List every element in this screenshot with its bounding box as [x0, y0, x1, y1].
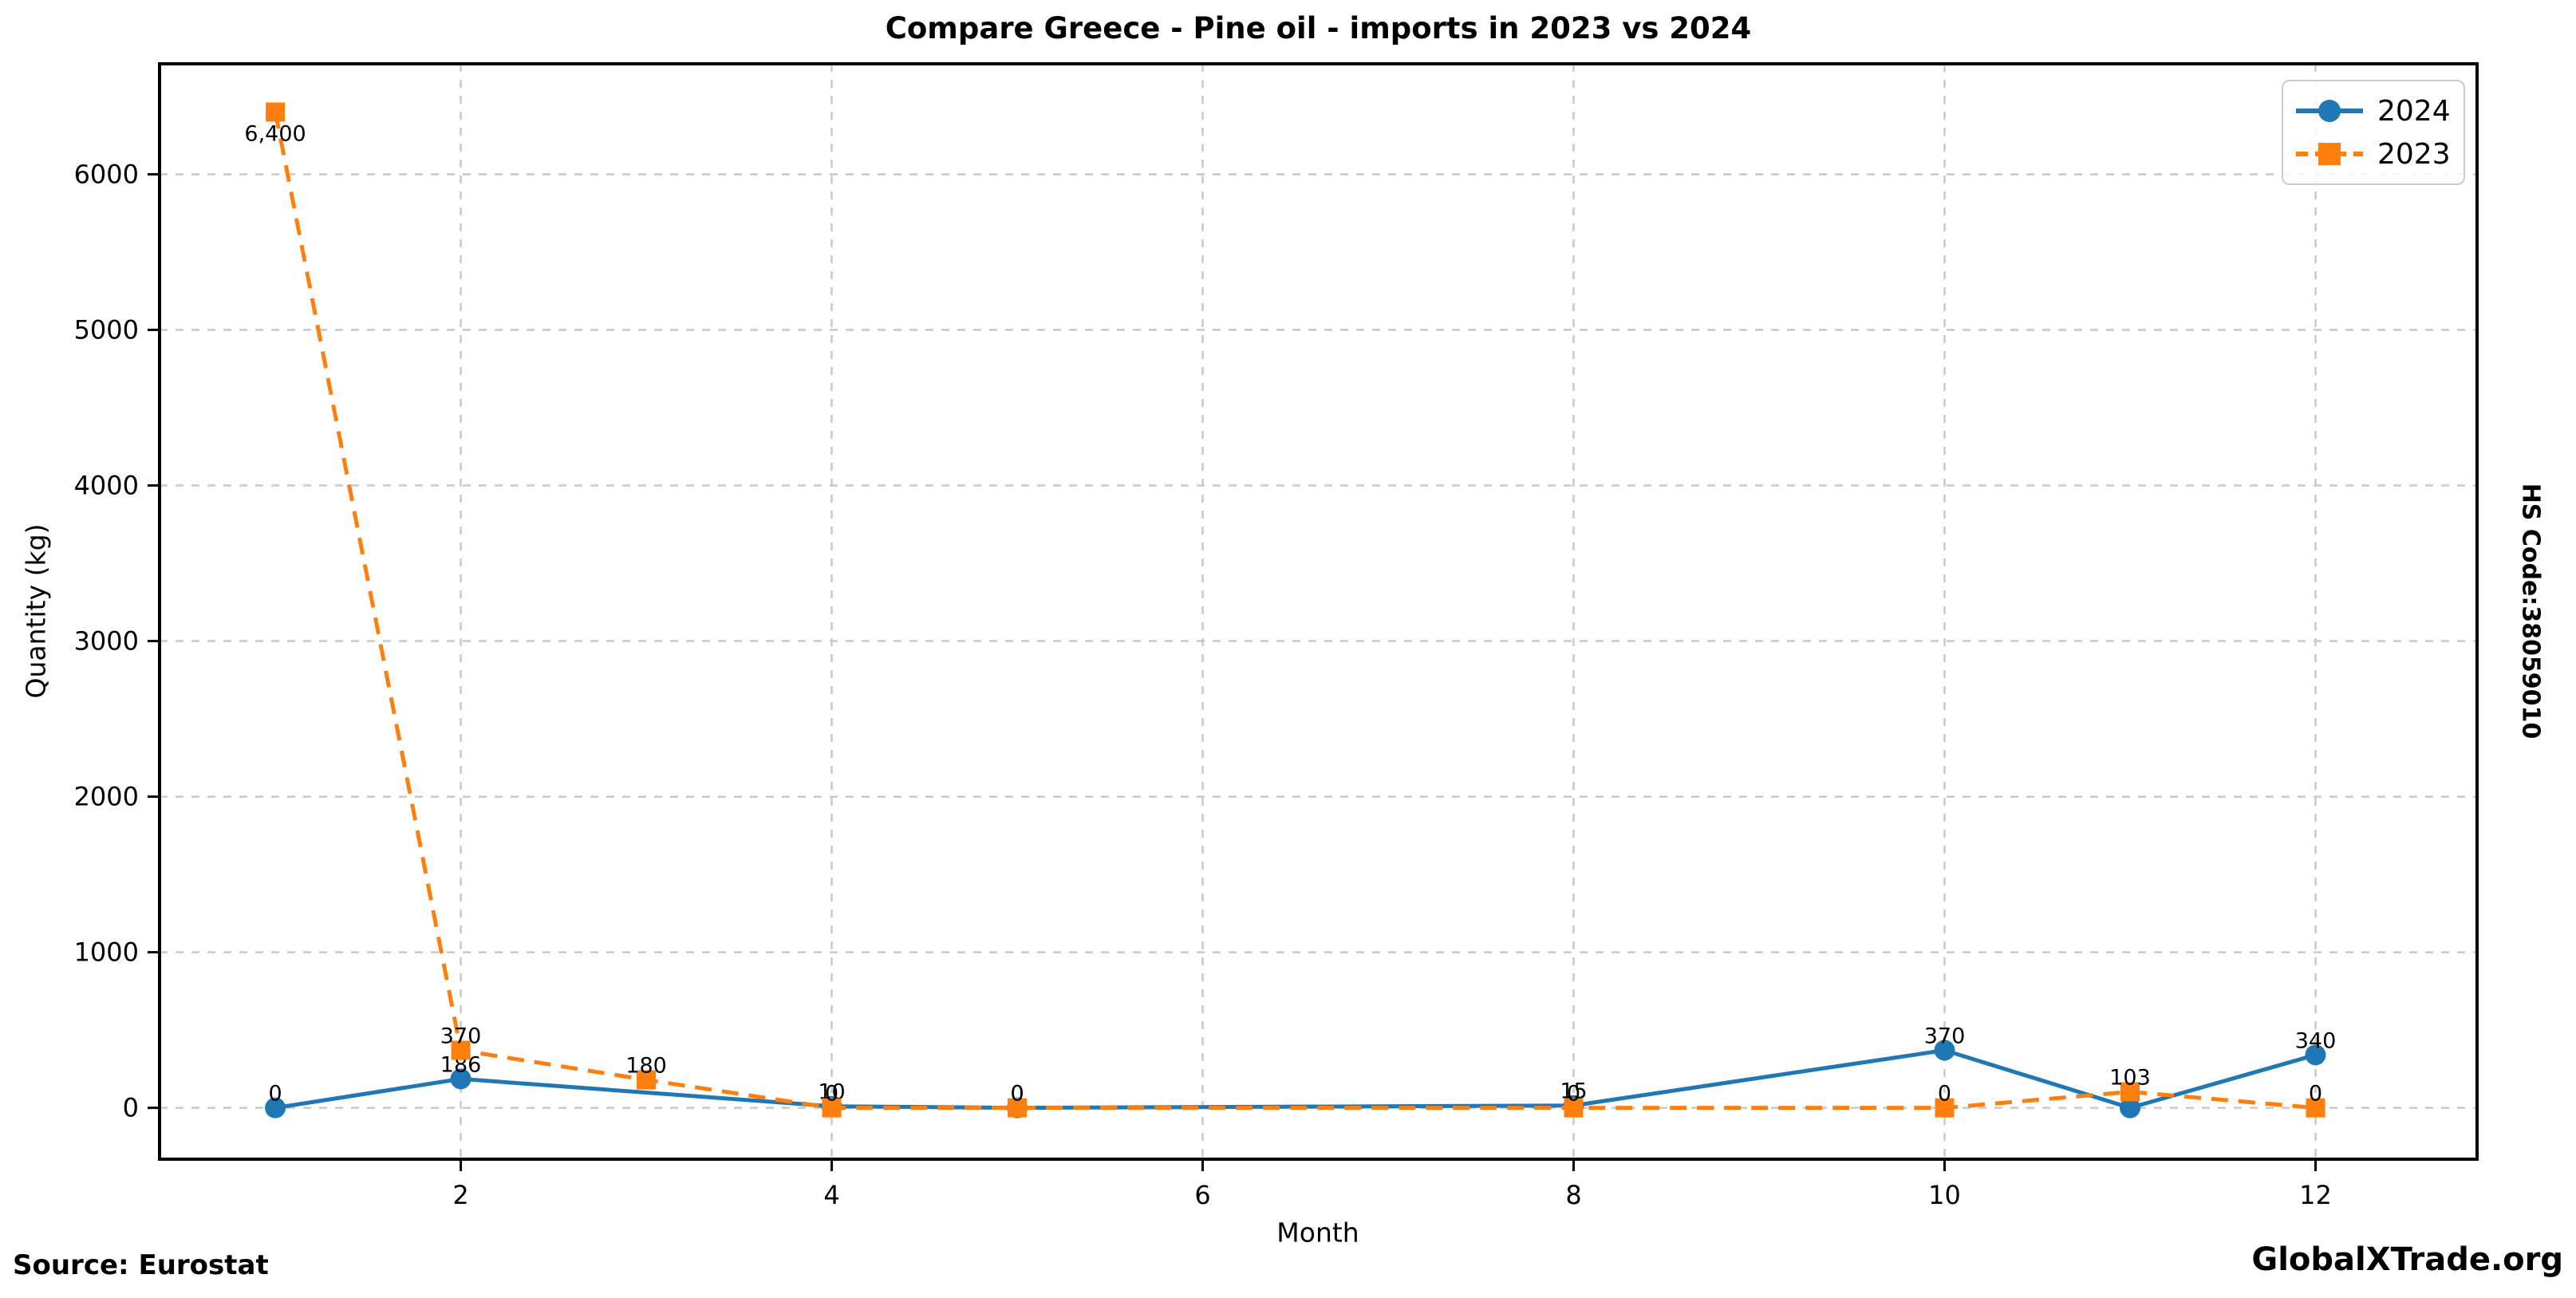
series-2024-point — [2120, 1097, 2141, 1118]
series-2024-line — [274, 1047, 2317, 1111]
legend-marker-sample — [2318, 143, 2341, 165]
x-axis-label: Month — [1276, 1217, 1359, 1249]
series-2023-line — [273, 111, 2316, 1111]
series-2024-data-label: 370 — [1924, 1024, 1966, 1048]
y-tick-label: 4000 — [74, 471, 139, 501]
series-2023-data-label: 180 — [625, 1054, 667, 1079]
line-circle-marker-icon — [2296, 100, 2363, 122]
chart-title: Compare Greece - Pine oil - imports in 2… — [885, 11, 1752, 45]
series-2023-point — [822, 1098, 842, 1118]
series-2023-point — [1935, 1098, 1955, 1118]
y-tick-label: 2000 — [74, 782, 139, 812]
series-2023-data-label: 6,400 — [244, 121, 306, 146]
source-label: Source: Eurostat — [13, 1249, 269, 1281]
series-2023-data-label: 0 — [1567, 1082, 1580, 1107]
series-2023-data-label: 0 — [1938, 1082, 1951, 1107]
series-2024-point — [450, 1068, 471, 1090]
y-tick-label: 6000 — [74, 159, 139, 189]
series-2023-point — [451, 1040, 471, 1060]
series-2023-data-label: 0 — [1010, 1082, 1024, 1107]
x-tick-label: 4 — [823, 1180, 839, 1210]
x-tick-label: 6 — [1194, 1180, 1210, 1210]
series-2023-point — [637, 1070, 657, 1090]
series-2024-point — [1934, 1040, 1955, 1061]
legend-label-2024: 2024 — [2377, 94, 2451, 128]
brand-label: GlobalXTrade.org — [2251, 1241, 2563, 1278]
x-tick-label: 12 — [2299, 1180, 2332, 1210]
dashed-line-square-marker-icon — [2296, 143, 2363, 165]
series-2023-point — [2120, 1082, 2140, 1102]
y-tick-label: 3000 — [74, 626, 139, 657]
series-2023-point — [2306, 1098, 2326, 1118]
y-tick-label: 1000 — [74, 937, 139, 968]
hs-code-label: HS Code:38059010 — [2516, 483, 2545, 740]
series-2023-point — [266, 102, 286, 122]
series-2024-point — [265, 1097, 286, 1118]
x-tick-label: 8 — [1565, 1180, 1581, 1210]
series-2023-data-label: 0 — [2309, 1082, 2322, 1107]
series-2024-point — [2305, 1044, 2326, 1066]
y-tick-label: 5000 — [74, 314, 139, 345]
x-tick-label: 2 — [452, 1180, 468, 1210]
legend-item-2024: 2024 — [2294, 89, 2452, 132]
series-2023-point — [1564, 1098, 1584, 1118]
legend: 2024 2023 — [2282, 80, 2465, 185]
y-tick-label: 0 — [123, 1093, 139, 1123]
y-axis-label: Quantity (kg) — [20, 523, 52, 699]
x-tick-label: 10 — [1928, 1180, 1961, 1210]
series-2023-point — [1008, 1098, 1028, 1118]
series-2023-data-label: 370 — [440, 1024, 482, 1048]
series-2023-data-label: 0 — [825, 1082, 838, 1107]
series-2024-data-label: 0 — [268, 1082, 282, 1107]
series-2023-data-label: 103 — [2109, 1066, 2151, 1091]
legend-marker-sample — [2318, 100, 2341, 122]
series-2024-data-label: 340 — [2295, 1028, 2337, 1053]
legend-item-2023: 2023 — [2294, 132, 2452, 176]
legend-label-2023: 2023 — [2377, 137, 2451, 171]
plot-border — [158, 62, 2479, 1161]
